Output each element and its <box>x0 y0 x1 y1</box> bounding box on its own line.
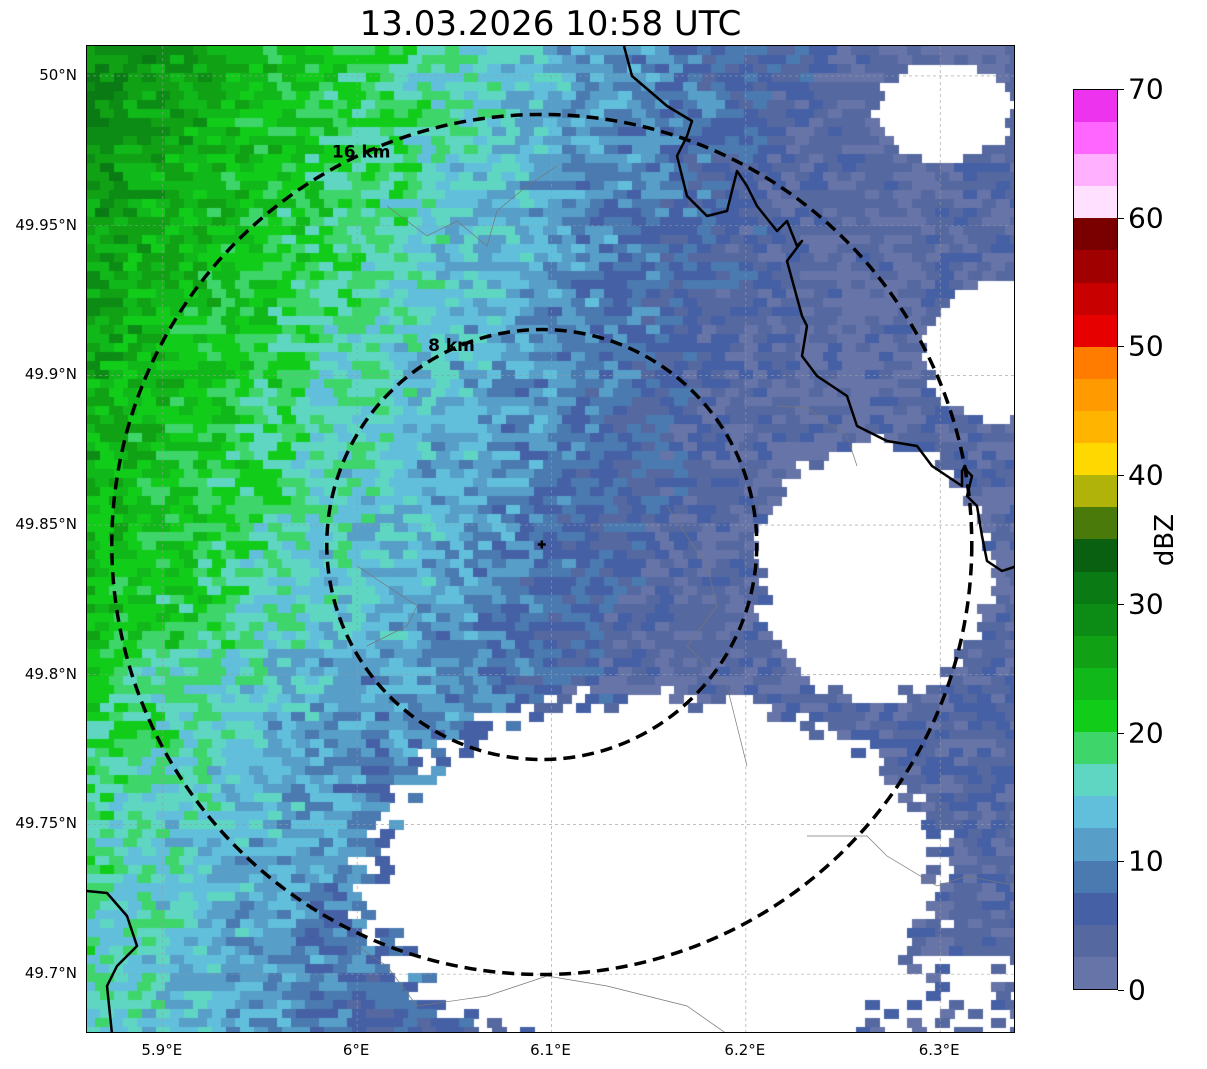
colorbar-segment <box>1074 314 1117 347</box>
colorbar-segment <box>1074 443 1117 476</box>
y-tick-label: 49.95°N <box>15 215 77 234</box>
colorbar-tick-label: 40 <box>1128 458 1164 492</box>
colorbar-segment <box>1074 411 1117 444</box>
colorbar-segment <box>1074 154 1117 187</box>
colorbar-tick-label: 70 <box>1128 72 1164 106</box>
colorbar-tick-mark <box>1118 603 1124 605</box>
colorbar-segment <box>1074 250 1117 283</box>
y-tick-label: 49.7°N <box>24 964 77 983</box>
range-ring-label: 16 km <box>332 142 391 162</box>
colorbar-segment <box>1074 571 1117 604</box>
colorbar-tick-label: 20 <box>1128 716 1164 750</box>
colorbar-segment <box>1074 475 1117 508</box>
colorbar-tick-label: 0 <box>1128 973 1146 1007</box>
colorbar-segment <box>1074 89 1117 123</box>
colorbar-tick-mark <box>1118 217 1124 219</box>
map-plot-area: 8 km 16 km <box>86 45 1015 1033</box>
radar-location-marker <box>537 540 546 549</box>
admin-boundary <box>386 165 558 247</box>
colorbar-segment <box>1074 956 1117 989</box>
colorbar-segment <box>1074 700 1117 733</box>
x-tick-label: 6.1°E <box>530 1041 571 1059</box>
range-ring-label: 8 km <box>428 336 475 356</box>
x-tick-label: 6.2°E <box>724 1041 766 1059</box>
colorbar-segment <box>1074 122 1117 155</box>
colorbar-tick-mark <box>1118 732 1124 734</box>
country-border <box>87 889 139 1032</box>
colorbar-segment <box>1074 667 1117 701</box>
y-tick-label: 49.9°N <box>24 365 77 384</box>
admin-boundary <box>356 565 418 647</box>
colorbar-segment <box>1074 507 1117 540</box>
x-tick-label: 6.3°E <box>918 1041 960 1059</box>
colorbar <box>1073 89 1118 990</box>
colorbar-segment <box>1074 732 1117 765</box>
colorbar-label: dBZ <box>1150 513 1180 567</box>
colorbar-segment <box>1074 218 1117 251</box>
colorbar-tick-mark <box>1118 346 1124 348</box>
colorbar-segment <box>1074 346 1117 379</box>
range-ring-16km <box>110 112 974 977</box>
reflectivity-field <box>87 46 1014 1032</box>
colorbar-segment <box>1074 892 1117 925</box>
y-tick-label: 49.75°N <box>15 814 77 833</box>
x-tick-label: 6°E <box>342 1041 370 1059</box>
colorbar-tick-mark <box>1118 475 1124 477</box>
range-ring-8km <box>325 327 759 762</box>
colorbar-tick-label: 60 <box>1128 201 1164 235</box>
colorbar-tick-mark <box>1118 861 1124 863</box>
colorbar-segment <box>1074 635 1117 668</box>
colorbar-segment <box>1074 603 1117 636</box>
colorbar-segment <box>1074 828 1117 861</box>
y-tick-label: 49.85°N <box>15 515 77 534</box>
colorbar-segment <box>1074 378 1117 412</box>
colorbar-segment <box>1074 282 1117 315</box>
colorbar-segment <box>1074 924 1117 957</box>
y-tick-label: 50°N <box>39 65 77 84</box>
colorbar-tick-label: 10 <box>1128 844 1164 878</box>
y-tick-label: 49.8°N <box>24 664 77 683</box>
admin-boundary <box>666 505 748 767</box>
x-tick-label: 5.9°E <box>141 1041 183 1059</box>
colorbar-tick-mark <box>1118 990 1124 991</box>
colorbar-tick-label: 50 <box>1128 329 1164 363</box>
country-border <box>622 46 1014 573</box>
colorbar-tick-mark <box>1118 89 1124 90</box>
admin-boundary <box>356 945 725 1032</box>
colorbar-segment <box>1074 796 1117 829</box>
chart-title: 13.03.2026 10:58 UTC <box>359 4 742 44</box>
colorbar-segment <box>1074 186 1117 219</box>
colorbar-tick-label: 30 <box>1128 587 1164 621</box>
admin-boundary <box>807 835 1014 887</box>
colorbar-segment <box>1074 764 1117 797</box>
colorbar-segment <box>1074 860 1117 893</box>
admin-boundary <box>776 405 858 467</box>
map-overlay: 8 km 16 km <box>87 46 1014 1032</box>
colorbar-segment <box>1074 539 1117 572</box>
